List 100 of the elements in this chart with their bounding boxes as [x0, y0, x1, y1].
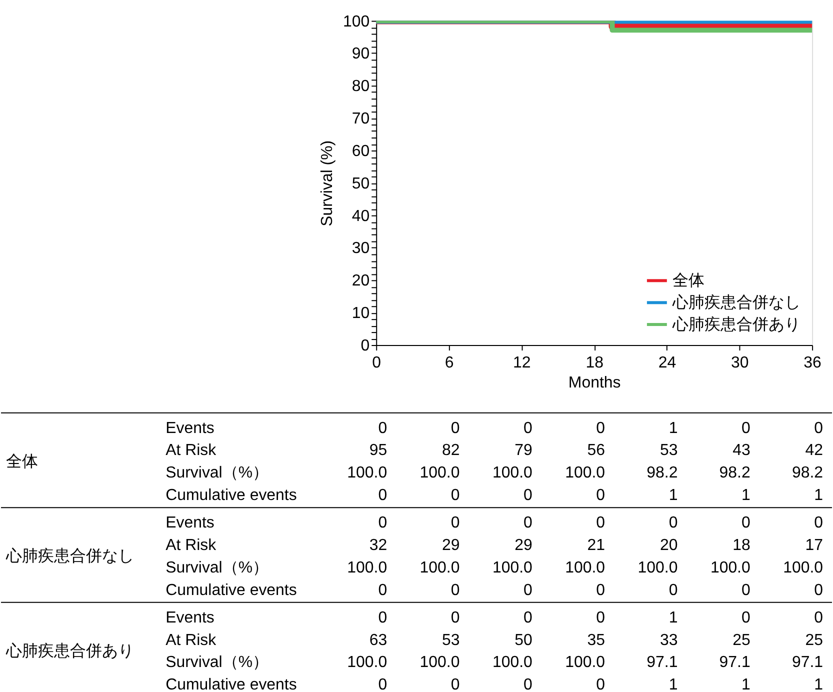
y-tick-label: 70 [352, 110, 370, 128]
text: 100.0 [420, 464, 460, 482]
text: 98.2 [792, 464, 824, 482]
text: 0 [596, 582, 606, 599]
text: 100.0 [565, 559, 606, 576]
text: 79 [514, 442, 533, 460]
text: 0 [450, 420, 460, 437]
text: 100.0 [565, 464, 606, 482]
text: 1 [741, 487, 750, 504]
text: 0 [450, 487, 460, 504]
text: 0 [378, 609, 388, 626]
text: 1 [668, 676, 678, 692]
text: Survival（%） [166, 559, 269, 576]
text: 29 [442, 537, 460, 554]
text: 全体 [6, 453, 38, 470]
text: 0 [596, 487, 606, 504]
x-tick-label: 0 [372, 354, 382, 372]
text: 97.1 [792, 654, 824, 672]
text: 100.0 [347, 559, 388, 576]
x-tick-label: 24 [658, 354, 676, 372]
text: 0 [814, 420, 824, 437]
text: 0 [378, 420, 388, 437]
text: 100.0 [783, 559, 824, 576]
text: 20 [660, 537, 678, 554]
text: 100.0 [565, 654, 606, 672]
text: 0 [450, 582, 460, 599]
text: 100.0 [492, 654, 533, 672]
text: 1 [741, 676, 750, 692]
text: 0 [814, 609, 824, 626]
x-tick-label: 30 [731, 354, 749, 372]
text: 53 [442, 632, 460, 649]
text: 100.0 [638, 559, 678, 576]
text: 0 [596, 609, 606, 626]
text: 0 [378, 582, 388, 599]
text: 0 [596, 420, 606, 437]
text: 53 [660, 442, 678, 460]
y-axis-title: Survival (%) [319, 140, 336, 226]
text: 100.0 [420, 654, 460, 672]
text: Survival（%） [166, 654, 269, 672]
y-tick-label: 40 [352, 208, 370, 225]
text: 56 [587, 442, 606, 460]
text: 32 [369, 537, 388, 554]
x-axis-title: Months [568, 374, 621, 392]
text: Cumulative events [166, 487, 297, 504]
text: 21 [587, 537, 606, 554]
text: At Risk [166, 632, 216, 649]
legend-label: 全体 [672, 272, 704, 290]
text: 50 [514, 632, 533, 649]
text: 1 [668, 487, 678, 504]
text: 0 [450, 676, 460, 692]
text: 0 [596, 676, 606, 692]
text: 42 [805, 442, 824, 460]
text: 33 [660, 632, 678, 649]
text: 97.1 [719, 654, 750, 672]
text: Events [166, 514, 214, 532]
text: 0 [668, 514, 678, 532]
text: 0 [378, 487, 388, 504]
y-tick-label: 20 [352, 272, 370, 290]
text: 63 [369, 632, 388, 649]
text: 心肺疾患合併なし [4, 547, 134, 566]
text: Survival（%） [166, 464, 269, 482]
text: 100.0 [347, 464, 388, 482]
text: 25 [805, 632, 824, 649]
text: 18 [732, 537, 750, 554]
text: 0 [596, 514, 606, 532]
text: 43 [732, 442, 750, 460]
text: 0 [378, 514, 388, 532]
text: 0 [450, 514, 460, 532]
text: 0 [524, 420, 533, 437]
y-tick-label: 30 [352, 240, 370, 258]
text: 98.2 [646, 464, 678, 482]
text: 25 [732, 632, 750, 649]
text: 0 [741, 582, 750, 599]
text: 0 [668, 582, 678, 599]
text: 82 [442, 442, 460, 460]
text: 1 [814, 676, 824, 692]
text: Cumulative events [166, 676, 297, 692]
text: 0 [524, 582, 533, 599]
x-tick-label: 12 [513, 354, 531, 372]
legend-label: 心肺疾患合併なし [671, 294, 800, 312]
x-tick-label: 6 [444, 354, 454, 372]
text: 0 [524, 514, 533, 532]
x-tick-label: 18 [586, 354, 604, 372]
text: 35 [587, 632, 606, 649]
text: 心肺疾患合併あり [4, 642, 134, 660]
x-tick-label: 36 [804, 354, 822, 372]
text: 100.0 [420, 559, 460, 576]
text: 0 [741, 514, 750, 532]
text: 0 [814, 514, 824, 532]
y-tick-label: 50 [352, 175, 370, 192]
y-tick-label: 10 [352, 305, 370, 322]
text: 29 [514, 537, 533, 554]
text: 100.0 [492, 559, 533, 576]
y-tick-label: 100 [342, 13, 370, 30]
y-tick-label: 0 [360, 337, 370, 354]
text: Cumulative events [166, 582, 297, 599]
text: 0 [741, 420, 750, 437]
text: 100.0 [492, 464, 533, 482]
text: 0 [450, 609, 460, 626]
text: 0 [814, 582, 824, 599]
